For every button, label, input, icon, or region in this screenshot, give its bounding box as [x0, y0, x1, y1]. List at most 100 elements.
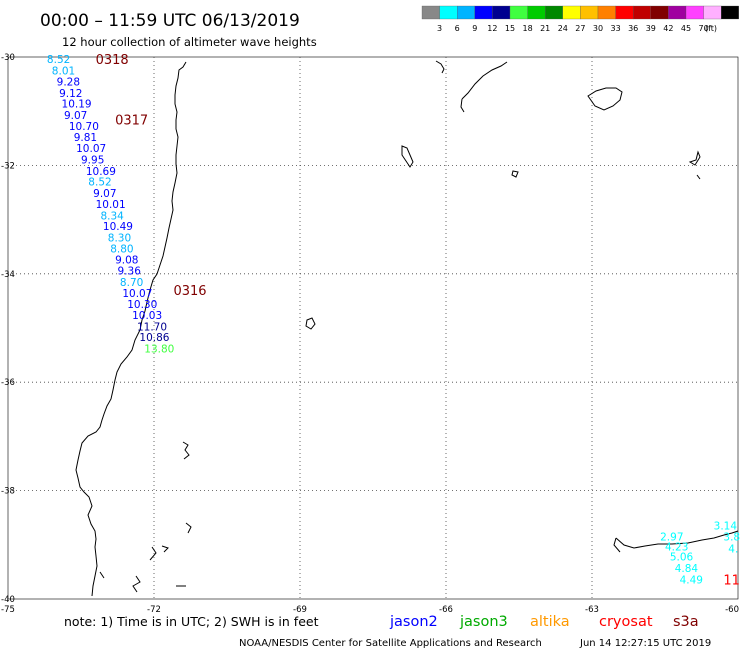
laguna-shape [587, 87, 623, 111]
legend-bin-label: 18 [523, 24, 533, 33]
legend-swatch [545, 5, 563, 20]
lake-shape-2 [511, 170, 519, 178]
wave-height-value: 10.69 [86, 166, 116, 178]
satellite-name-cryosat: cryosat [599, 614, 653, 630]
satellite-name-jason2: jason2 [389, 614, 438, 630]
track-time-label: 0318 [96, 53, 129, 68]
color-scale-legend: 3 6 9 12 15 18 21 24 27 30 33 36 39 42 45 70 [421, 5, 739, 33]
lake-shape-8 [149, 546, 157, 561]
legend-bin-label: 12 [487, 24, 497, 33]
wave-height-value: 9.07 [64, 110, 87, 122]
legend-bin-label: 15 [505, 24, 515, 33]
lat-tick-label: -30 [1, 53, 15, 63]
footer-note: note: 1) Time is in UTC; 2) SWH is in fe… [64, 614, 319, 629]
wave-height-value: 3.8 [723, 532, 740, 544]
wave-height-value: 3.14 [714, 520, 738, 532]
lon-tick-label: -72 [147, 605, 161, 615]
legend-swatch [492, 5, 511, 20]
wave-height-value: 11.70 [137, 321, 167, 333]
lat-tick-label: -38 [1, 487, 15, 497]
lat-tick-label: -40 [1, 595, 15, 605]
wave-height-value: 5.06 [670, 552, 694, 564]
wave-height-value: 8.52 [47, 54, 70, 66]
wave-height-value: 10.03 [132, 310, 162, 322]
legend-swatch [685, 5, 704, 20]
argentina-east-coast [615, 530, 739, 549]
wave-height-value: 9.95 [81, 154, 104, 166]
lon-tick-label: -63 [585, 605, 599, 615]
wave-height-value: 4.49 [680, 574, 703, 586]
wave-height-value: 10.19 [62, 99, 92, 111]
map-frame [7, 56, 739, 600]
wave-height-value: 10.30 [127, 299, 157, 311]
lat-tick-label: -32 [1, 161, 15, 171]
satellite-name-altika: altika [530, 614, 570, 630]
legend-swatch [527, 5, 546, 20]
wave-height-value: 8.52 [88, 177, 111, 189]
legend-swatch [703, 5, 722, 20]
legend-bin-label: 27 [575, 24, 585, 33]
lon-tick-label: -75 [1, 605, 15, 615]
laguna-small [435, 60, 445, 74]
wave-height-value: 8.34 [100, 210, 124, 222]
legend-unit-label: (ft) [705, 24, 717, 33]
legend-bin-label: 9 [472, 24, 477, 33]
wave-height-value: 10.07 [122, 288, 152, 300]
south-america-west-coastline [75, 61, 187, 597]
legend-swatch [421, 5, 440, 20]
satellite-legend: jason2 jason3 altika cryosat s3a [389, 614, 699, 630]
legend-bin-label: 36 [628, 24, 638, 33]
satellite-name-s3a: s3a [673, 614, 699, 630]
page-subtitle: 12 hour collection of altimeter wave hei… [62, 35, 317, 49]
legend-bin-label: 6 [455, 24, 460, 33]
wave-height-value: 10.07 [76, 143, 106, 155]
legend-swatch [580, 5, 599, 20]
legend-swatch [439, 5, 458, 20]
legend-bin-label: 70 [699, 24, 709, 33]
bahia-blanca-coast [613, 537, 621, 553]
track-time-label: 0317 [115, 113, 148, 128]
coastline [75, 60, 739, 597]
uruguay-coast [460, 61, 508, 113]
legend-swatch [457, 5, 475, 20]
wave-height-value: 9.08 [115, 255, 138, 267]
wave-height-value: 9.36 [118, 266, 142, 278]
lon-tick-label: -60 [725, 605, 739, 615]
map-area: -30 -32 -34 -36 -38 -40-75 -72 -69 -66 -63 -60 [1, 53, 740, 615]
legend-bin-label: 21 [540, 24, 550, 33]
lat-tick-label: -36 [1, 378, 15, 388]
lake-shape-5 [305, 317, 316, 330]
footer-timestamp: Jun 14 12:27:15 UTC 2019 [579, 638, 711, 649]
lake-shape-6 [182, 441, 190, 460]
altimeter-track-1: 8.528.019.289.1210.199.0710.709.8110.079… [47, 53, 207, 355]
legend-bin-label: 30 [593, 24, 603, 33]
lake-shape-3 [688, 150, 701, 166]
wave-height-value: 9.81 [74, 132, 97, 144]
lake-shape-7 [185, 522, 192, 534]
wave-height-value: 10.70 [69, 121, 99, 133]
wave-height-value: 2.97 [660, 532, 683, 544]
lat-lon-grid [8, 57, 738, 599]
wave-height-value: 9.07 [93, 188, 116, 200]
axis-tick-labels: -30 -32 -34 -36 -38 -40-75 -72 -69 -66 -63 -60 [1, 53, 739, 615]
altimeter-track-2: 3.143.84. 2.974.235.064.844.49 115 [660, 520, 740, 588]
legend-swatch [650, 5, 669, 20]
legend-bin-label: 39 [646, 24, 656, 33]
wave-height-value: 10.01 [96, 199, 126, 211]
legend-bin-label: 24 [558, 24, 568, 33]
legend-bin-label: 45 [681, 24, 691, 33]
footer-credit: NOAA/NESDIS Center for Satellite Applica… [239, 638, 542, 649]
lake-shape-4 [696, 174, 701, 180]
wave-height-value: 13.80 [144, 344, 174, 356]
wave-height-value: 10.86 [139, 332, 169, 344]
lon-tick-label: -66 [439, 605, 453, 615]
wave-height-value: 4.23 [665, 541, 688, 553]
wave-height-value: 8.01 [52, 66, 75, 78]
wave-height-value: 8.70 [120, 277, 143, 289]
lake-shape-10 [132, 575, 141, 593]
lake-shape-1 [401, 145, 414, 168]
legend-swatch [633, 5, 651, 20]
wave-height-value: 8.30 [108, 232, 131, 244]
wave-height-value: 4. [728, 544, 738, 556]
